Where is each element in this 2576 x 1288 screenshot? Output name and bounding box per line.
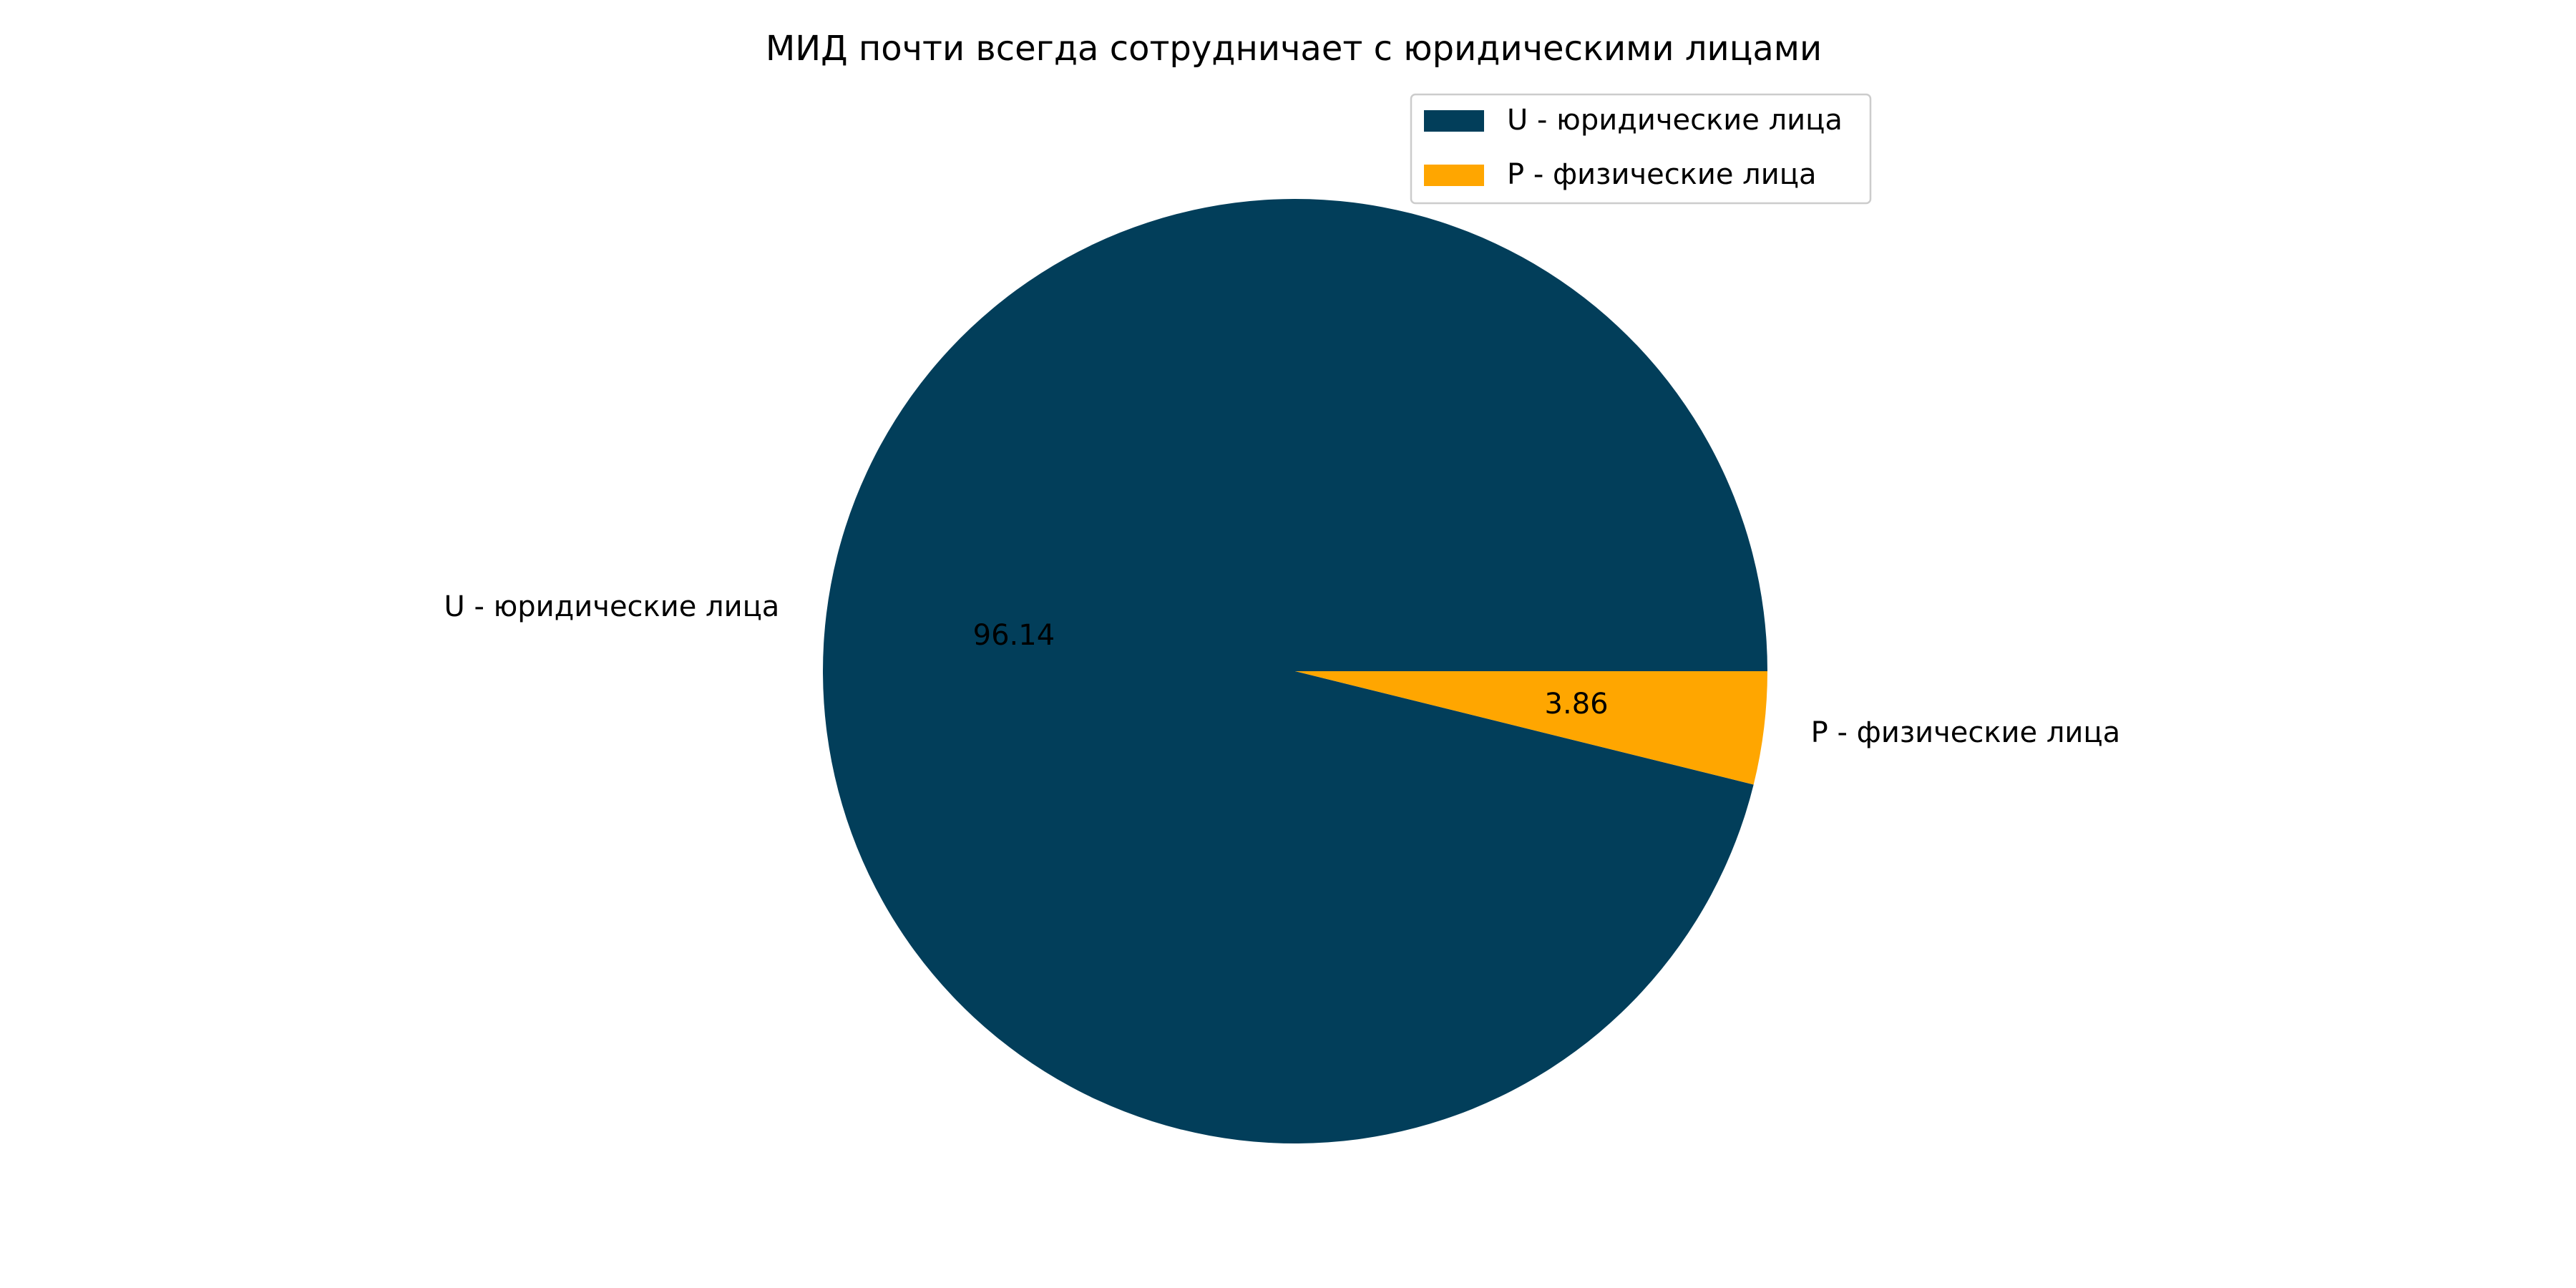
slice-value-label-1: 3.86 bbox=[1545, 688, 1609, 721]
pie-slice-1 bbox=[1295, 671, 1767, 785]
legend-entries: U - юридические лица P - физические лица bbox=[1424, 104, 1843, 191]
legend-swatch-0 bbox=[1424, 110, 1484, 132]
pie-outer-labels: U - юридические лица P - физические лица bbox=[444, 590, 2120, 749]
legend-label-1: P - физические лица bbox=[1507, 158, 1816, 191]
slice-value-label-0: 96.14 bbox=[973, 619, 1055, 652]
legend-frame bbox=[1410, 93, 1872, 205]
slice-label-1: P - физические лица bbox=[1811, 716, 2120, 749]
legend: U - юридические лица P - физические лица bbox=[1410, 93, 1872, 205]
legend-label-0: U - юридические лица bbox=[1507, 104, 1843, 137]
pie-slices bbox=[822, 198, 1767, 1143]
slice-label-0: U - юридические лица bbox=[444, 590, 779, 623]
chart-title: МИД почти всегда сотрудничает с юридичес… bbox=[766, 29, 1822, 69]
legend-swatch-1 bbox=[1424, 165, 1484, 186]
pie-slice-0 bbox=[822, 198, 1767, 1143]
pie-percent-labels: 96.14 3.86 bbox=[973, 619, 1609, 721]
